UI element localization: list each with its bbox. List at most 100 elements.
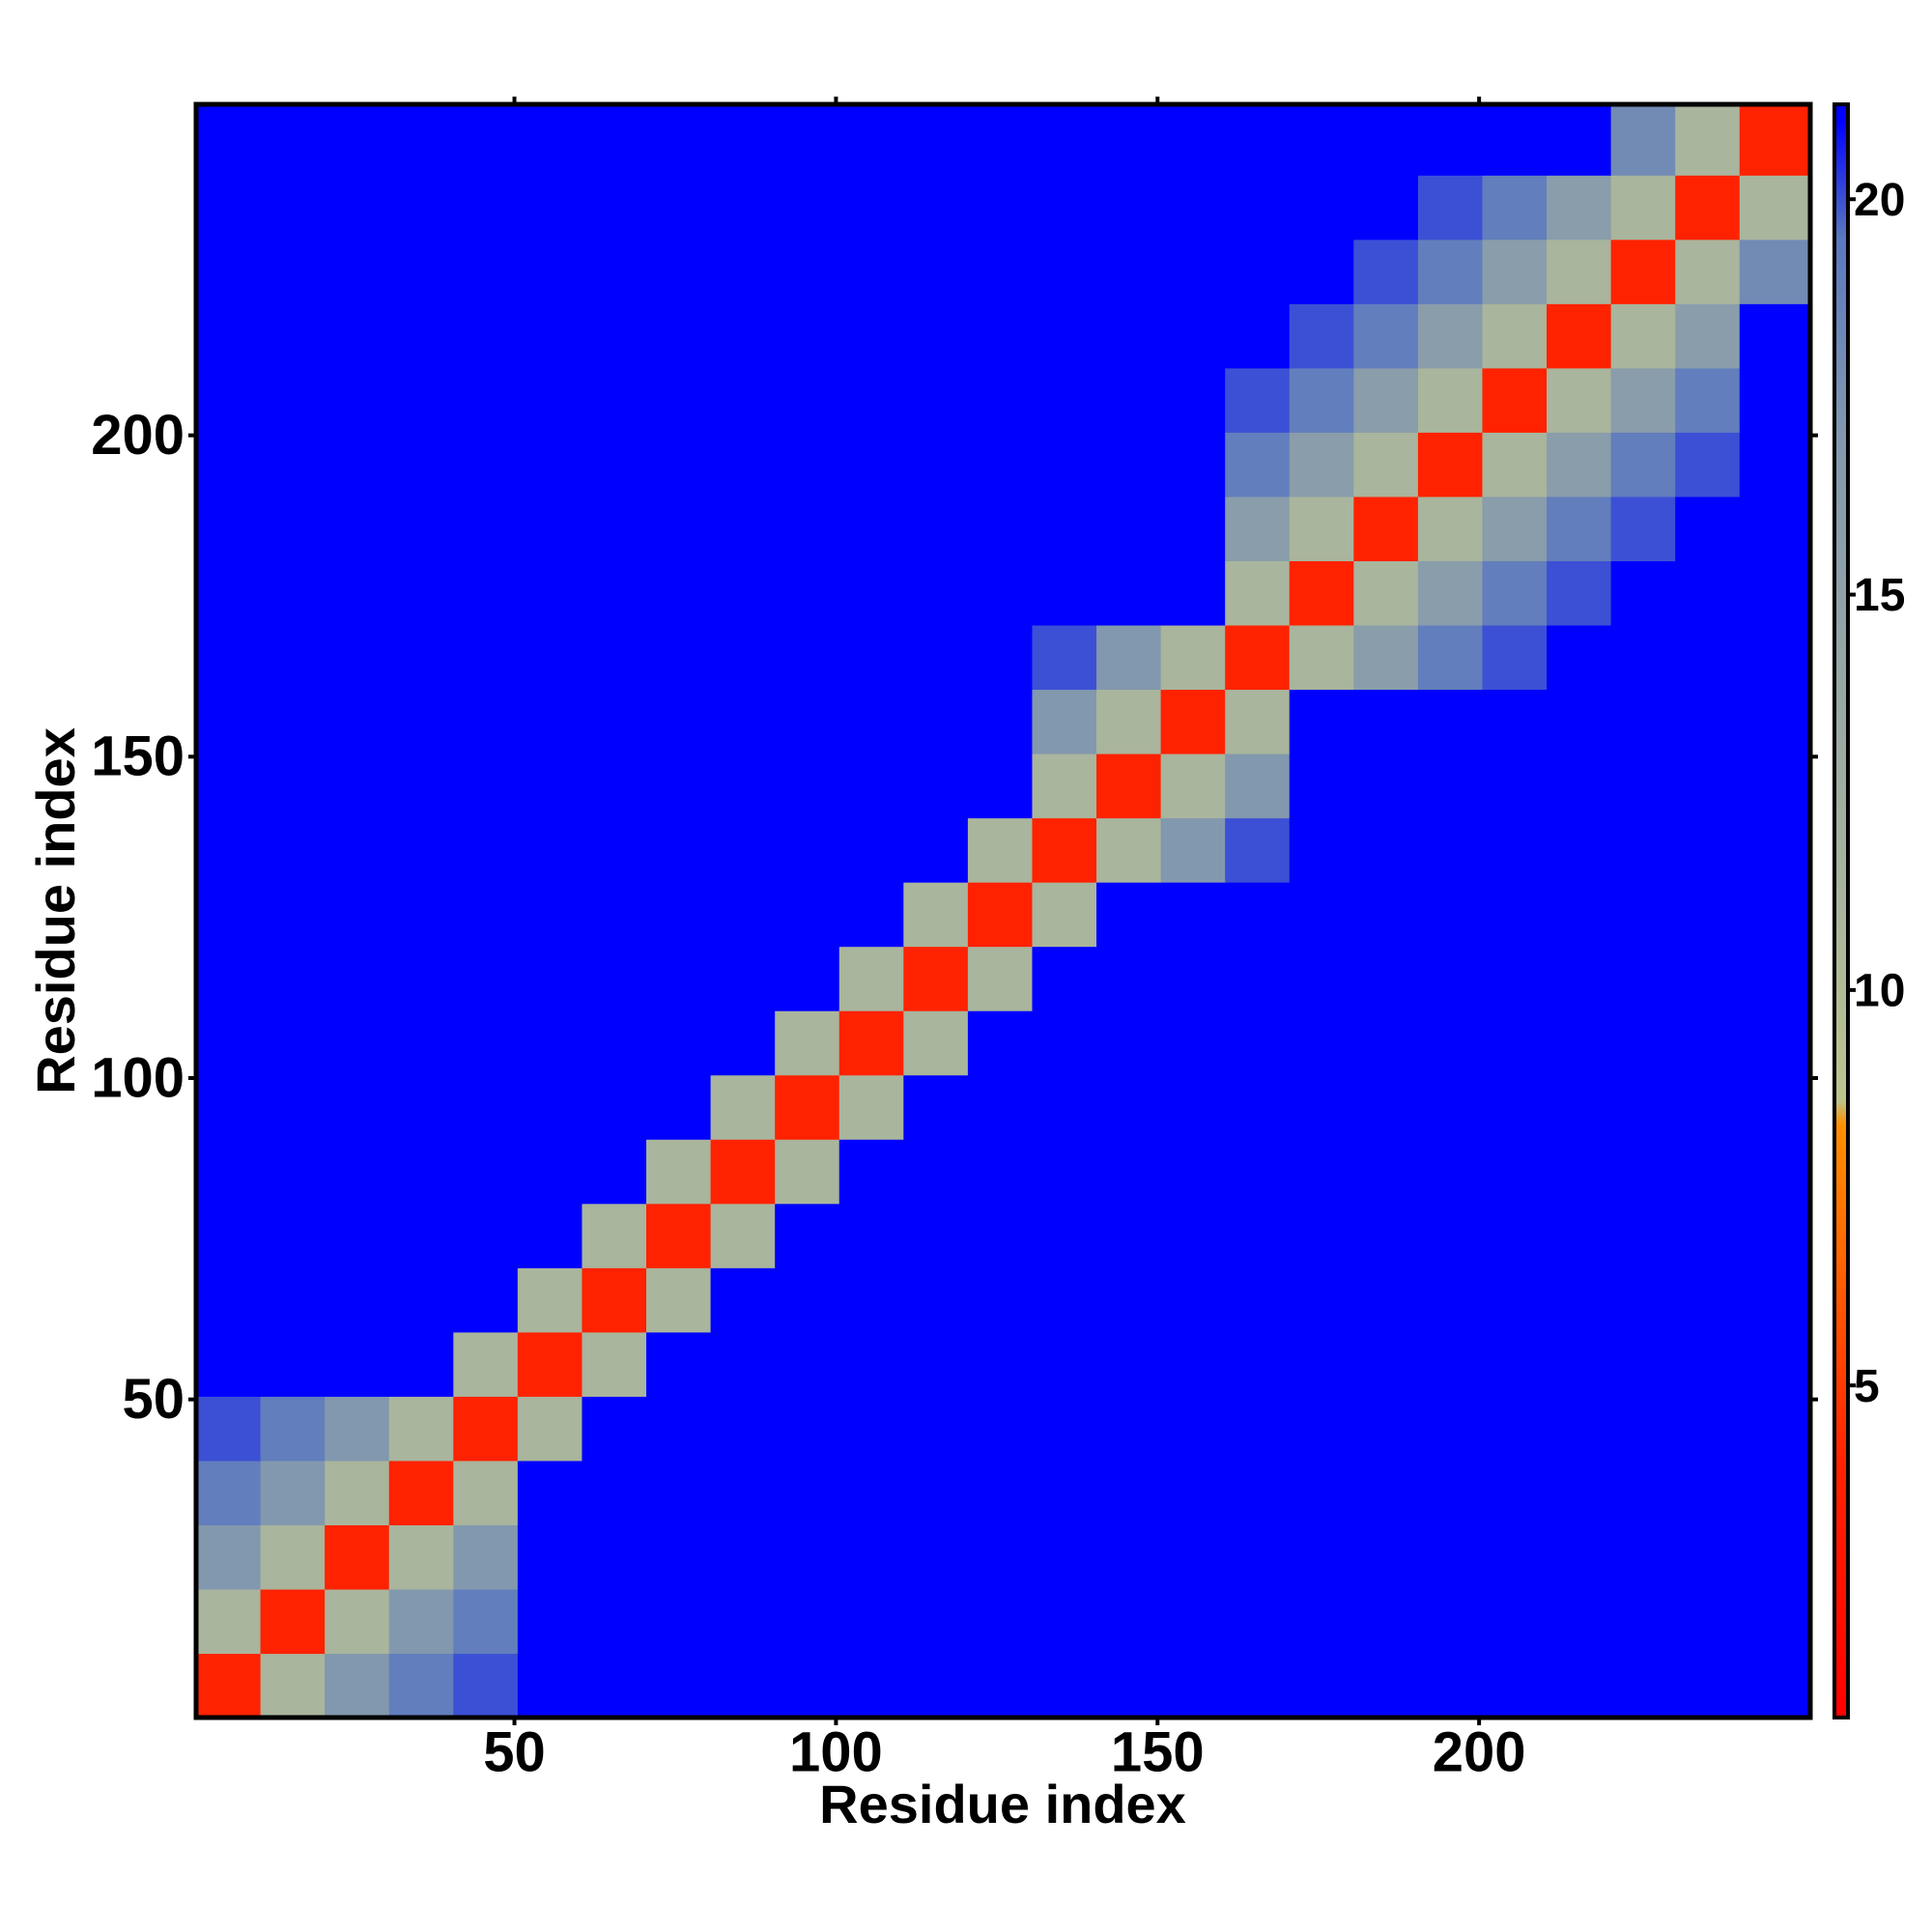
heatmap-cell — [1032, 817, 1097, 883]
heatmap-cell — [1482, 1010, 1548, 1076]
x-axis-title: Residue index — [819, 1774, 1186, 1834]
heatmap-cell — [1547, 624, 1612, 691]
heatmap-cell — [775, 1588, 840, 1655]
heatmap-cell — [967, 496, 1034, 561]
heatmap-cell — [388, 496, 454, 561]
heatmap-cell — [1547, 1010, 1612, 1076]
heatmap-cell — [1417, 1267, 1484, 1333]
heatmap-cell — [582, 367, 647, 433]
heatmap-cell — [1739, 104, 1811, 176]
heatmap-cell — [775, 1653, 840, 1719]
heatmap-cell — [1482, 1267, 1548, 1333]
heatmap-cell — [838, 432, 904, 497]
heatmap-cell — [1096, 1460, 1162, 1525]
heatmap-cell — [967, 689, 1034, 754]
heatmap-cell — [967, 1653, 1034, 1719]
heatmap-cell — [1547, 1653, 1612, 1719]
heatmap-cell — [1289, 624, 1354, 691]
heatmap-cell — [388, 624, 454, 691]
heatmap-cell — [453, 1139, 519, 1205]
heatmap-cell — [1675, 624, 1741, 691]
heatmap-cell — [388, 1460, 454, 1525]
heatmap-cell — [775, 689, 840, 754]
heatmap-cell — [582, 496, 647, 561]
heatmap-cell — [838, 239, 904, 304]
heatmap-cell — [260, 624, 326, 691]
heatmap-cell — [453, 303, 519, 369]
heatmap — [196, 104, 1811, 1719]
heatmap-cell — [903, 496, 969, 561]
heatmap-cell — [1610, 496, 1676, 561]
heatmap-cell — [388, 1139, 454, 1205]
heatmap-cell — [1610, 175, 1676, 241]
heatmap-cell — [1289, 1010, 1354, 1076]
heatmap-cell — [582, 689, 647, 754]
heatmap-cell — [967, 560, 1034, 626]
y-axis-title: Residue index — [25, 727, 86, 1094]
heatmap-cell — [1353, 753, 1419, 819]
heatmap-cell — [1417, 1331, 1484, 1397]
heatmap-cell — [710, 1203, 776, 1268]
heatmap-cell — [388, 432, 454, 497]
heatmap-cell — [582, 1203, 647, 1268]
heatmap-cell — [710, 1653, 776, 1719]
heatmap-cell — [196, 1588, 262, 1655]
heatmap-cell — [903, 175, 969, 241]
heatmap-cell — [1547, 1524, 1612, 1590]
heatmap-cell — [838, 1396, 904, 1462]
heatmap-cell — [1225, 624, 1291, 691]
heatmap-cell — [1289, 239, 1354, 304]
heatmap-cell — [646, 1460, 712, 1525]
heatmap-cell — [1675, 817, 1741, 883]
heatmap-cell — [582, 1074, 647, 1140]
heatmap-cell — [967, 303, 1034, 369]
heatmap-cell — [1225, 1396, 1291, 1462]
heatmap-cell — [1482, 1524, 1548, 1590]
heatmap-cell — [1675, 1139, 1741, 1205]
heatmap-cell — [1417, 303, 1484, 369]
heatmap-cell — [1353, 1588, 1419, 1655]
heatmap-cell — [1482, 689, 1548, 754]
heatmap-cell — [1675, 689, 1741, 754]
heatmap-cell — [1547, 1074, 1612, 1140]
heatmap-cell — [260, 1074, 326, 1140]
heatmap-cell — [903, 689, 969, 754]
heatmap-cell — [967, 1139, 1034, 1205]
heatmap-cell — [388, 239, 454, 304]
heatmap-cell — [1225, 946, 1291, 1011]
heatmap-cell — [1353, 432, 1419, 497]
heatmap-cell — [1096, 1010, 1162, 1076]
heatmap-cell — [325, 239, 390, 304]
heatmap-cell — [260, 1267, 326, 1333]
y-tick-label: 100 — [91, 1046, 185, 1109]
heatmap-cell — [646, 882, 712, 948]
heatmap-cell — [1417, 1524, 1484, 1590]
heatmap-cell — [646, 946, 712, 1011]
heatmap-cell — [196, 1653, 262, 1719]
heatmap-cell — [1610, 753, 1676, 819]
heatmap-cell — [1160, 1524, 1226, 1590]
heatmap-cell — [1225, 817, 1291, 883]
heatmap-cell — [1289, 367, 1354, 433]
heatmap-cell — [1482, 239, 1548, 304]
heatmap-cell — [196, 1396, 262, 1462]
heatmap-cell — [1547, 1396, 1612, 1462]
heatmap-cell — [1482, 560, 1548, 626]
heatmap-cell — [1417, 1653, 1484, 1719]
heatmap-cell — [260, 496, 326, 561]
heatmap-cell — [1417, 1460, 1484, 1525]
heatmap-cell — [260, 175, 326, 241]
heatmap-cell — [1353, 817, 1419, 883]
heatmap-cell — [1739, 1139, 1811, 1205]
heatmap-cell — [775, 817, 840, 883]
heatmap-cell — [646, 753, 712, 819]
heatmap-cell — [1096, 560, 1162, 626]
heatmap-cell — [1675, 175, 1741, 241]
heatmap-cell — [1675, 104, 1741, 176]
colorbar-tick-label: 15 — [1854, 570, 1905, 621]
heatmap-cell — [453, 496, 519, 561]
heatmap-cell — [1096, 946, 1162, 1011]
heatmap-cell — [1547, 367, 1612, 433]
heatmap-cell — [1482, 1331, 1548, 1397]
heatmap-cell — [1547, 946, 1612, 1011]
